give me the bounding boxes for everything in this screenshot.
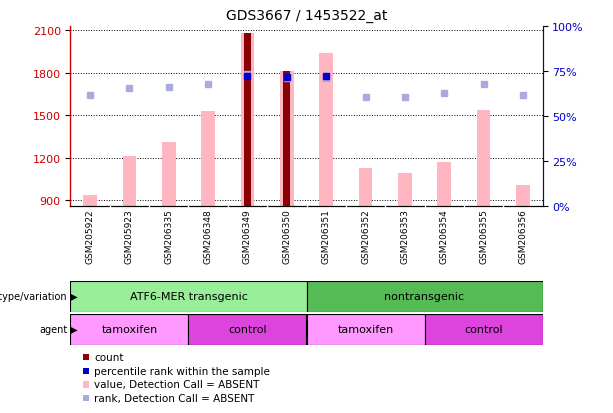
- Text: GSM206353: GSM206353: [400, 209, 409, 263]
- Bar: [398, 174, 412, 206]
- Text: GSM206355: GSM206355: [479, 209, 488, 263]
- Bar: [83, 195, 97, 206]
- Bar: [189, 314, 306, 345]
- Text: GSM206349: GSM206349: [243, 209, 252, 263]
- Bar: [244, 34, 251, 206]
- Text: GSM206354: GSM206354: [440, 209, 449, 263]
- Bar: [280, 72, 294, 206]
- Text: GSM206348: GSM206348: [204, 209, 213, 263]
- Text: GSM206356: GSM206356: [519, 209, 527, 263]
- Text: control: control: [464, 324, 503, 335]
- Bar: [477, 110, 490, 206]
- Text: value, Detection Call = ABSENT: value, Detection Call = ABSENT: [94, 380, 259, 389]
- Text: GSM206351: GSM206351: [322, 209, 330, 263]
- Text: GSM205922: GSM205922: [86, 209, 94, 263]
- Bar: [319, 54, 333, 206]
- Text: tamoxifen: tamoxifen: [337, 324, 394, 335]
- Text: ATF6-MER transgenic: ATF6-MER transgenic: [129, 291, 248, 301]
- Bar: [359, 169, 372, 206]
- Text: rank, Detection Call = ABSENT: rank, Detection Call = ABSENT: [94, 393, 254, 403]
- Text: tamoxifen: tamoxifen: [101, 324, 158, 335]
- Text: GSM206350: GSM206350: [283, 209, 291, 263]
- Text: agent: agent: [39, 324, 67, 335]
- Bar: [70, 281, 306, 312]
- Bar: [123, 157, 136, 206]
- Bar: [516, 185, 530, 206]
- Text: GSM206335: GSM206335: [164, 209, 173, 263]
- Text: ▶: ▶: [67, 324, 78, 335]
- Text: nontransgenic: nontransgenic: [384, 291, 465, 301]
- Bar: [437, 163, 451, 206]
- Text: control: control: [228, 324, 267, 335]
- Text: GSM206352: GSM206352: [361, 209, 370, 263]
- Bar: [70, 314, 189, 345]
- Bar: [201, 112, 215, 206]
- Bar: [162, 143, 176, 206]
- Title: GDS3667 / 1453522_at: GDS3667 / 1453522_at: [226, 9, 387, 23]
- Bar: [424, 314, 543, 345]
- Text: GSM205923: GSM205923: [125, 209, 134, 263]
- Text: percentile rank within the sample: percentile rank within the sample: [94, 366, 270, 376]
- Bar: [241, 34, 254, 206]
- Bar: [283, 72, 291, 206]
- Text: count: count: [94, 352, 124, 362]
- Text: ▶: ▶: [67, 291, 78, 301]
- Bar: [306, 314, 424, 345]
- Bar: [306, 281, 543, 312]
- Text: genotype/variation: genotype/variation: [0, 291, 67, 301]
